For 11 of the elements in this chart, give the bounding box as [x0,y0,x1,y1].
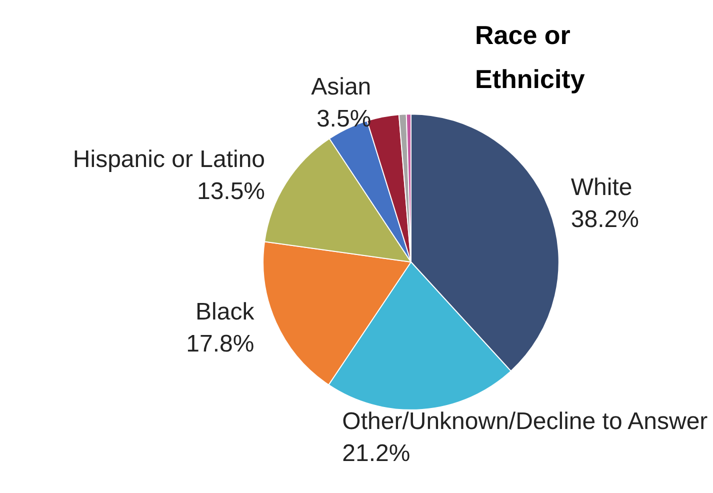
slice-label: Hispanic or Latino [72,146,266,174]
data-label: 3.5% [316,106,372,133]
slice-label: Black [196,298,256,326]
data-label: 13.5% [196,178,266,206]
slice-label: Other/Unknown/Decline to Answer [342,408,708,435]
slice-label: Asian [311,74,372,101]
chart-title: Race or Ethnicity [475,20,586,94]
data-label: 21.2% [342,440,410,467]
slice-label: White [570,174,632,201]
data-label: 17.8% [186,330,254,358]
data-label: 38.2% [570,206,639,233]
